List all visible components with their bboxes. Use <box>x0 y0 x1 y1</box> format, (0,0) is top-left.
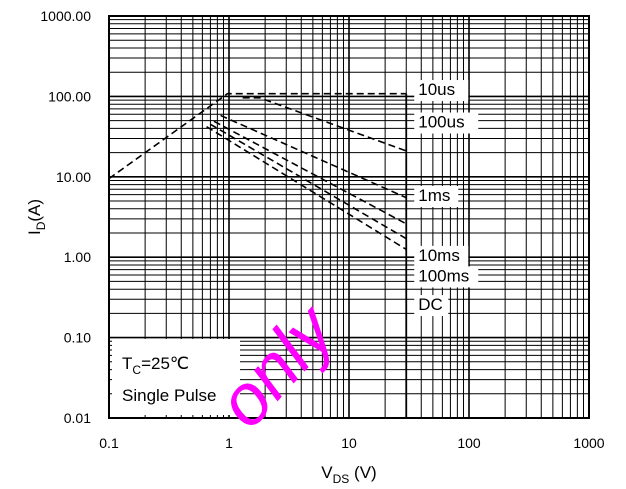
curve-10ms <box>213 120 407 225</box>
curve-label-10us: 10us <box>418 80 455 99</box>
curve-10us <box>108 92 407 180</box>
curve-label-DC: DC <box>418 295 443 314</box>
curve-label-bg <box>414 245 469 267</box>
annotation-box <box>112 339 240 415</box>
curve-label-100us: 100us <box>418 113 464 132</box>
curve-label-bg <box>414 80 469 102</box>
curve-label-1ms: 1ms <box>418 186 450 205</box>
x-tick-label: 100 <box>457 435 481 451</box>
y-tick-labels: 0.01 0.10 1.00 10.00 100.00 1000.00 <box>40 8 91 426</box>
plot-area-frame <box>108 15 590 419</box>
curve-label-bg <box>414 186 459 208</box>
y-tick-label: 0.10 <box>64 330 91 346</box>
annotation-single-pulse: Single Pulse <box>122 386 217 405</box>
soa-curves <box>108 92 408 418</box>
y-axis-title: ID(A) <box>25 199 48 235</box>
x-tick-label: 1000 <box>573 435 604 451</box>
curve-1ms <box>220 114 407 199</box>
y-tick-label: 1000.00 <box>40 8 91 24</box>
curve-label-10ms: 10ms <box>418 246 460 265</box>
curve-label-100ms: 100ms <box>418 266 469 285</box>
curve-label-bg <box>414 266 479 288</box>
x-tick-label: 0.1 <box>99 435 119 451</box>
y-tick-label: 100.00 <box>48 88 91 104</box>
curve-100ms <box>210 123 407 240</box>
x-axis-title: VDS (V) <box>321 463 376 486</box>
curve-label-bg <box>414 295 449 317</box>
x-tick-label: 1 <box>225 435 233 451</box>
y-tick-label: 1.00 <box>64 249 91 265</box>
curve-label-bg <box>414 112 479 134</box>
y-tick-label: 10.00 <box>56 169 91 185</box>
y-tick-label: 0.01 <box>64 410 91 426</box>
curve-100us <box>242 97 407 152</box>
x-tick-labels: 0.1 1 10 100 1000 <box>99 435 605 451</box>
chart-grid <box>108 16 589 419</box>
x-tick-label: 10 <box>341 435 357 451</box>
curve-DC <box>206 126 407 251</box>
annotation-tc: TC=25℃ <box>122 354 189 377</box>
